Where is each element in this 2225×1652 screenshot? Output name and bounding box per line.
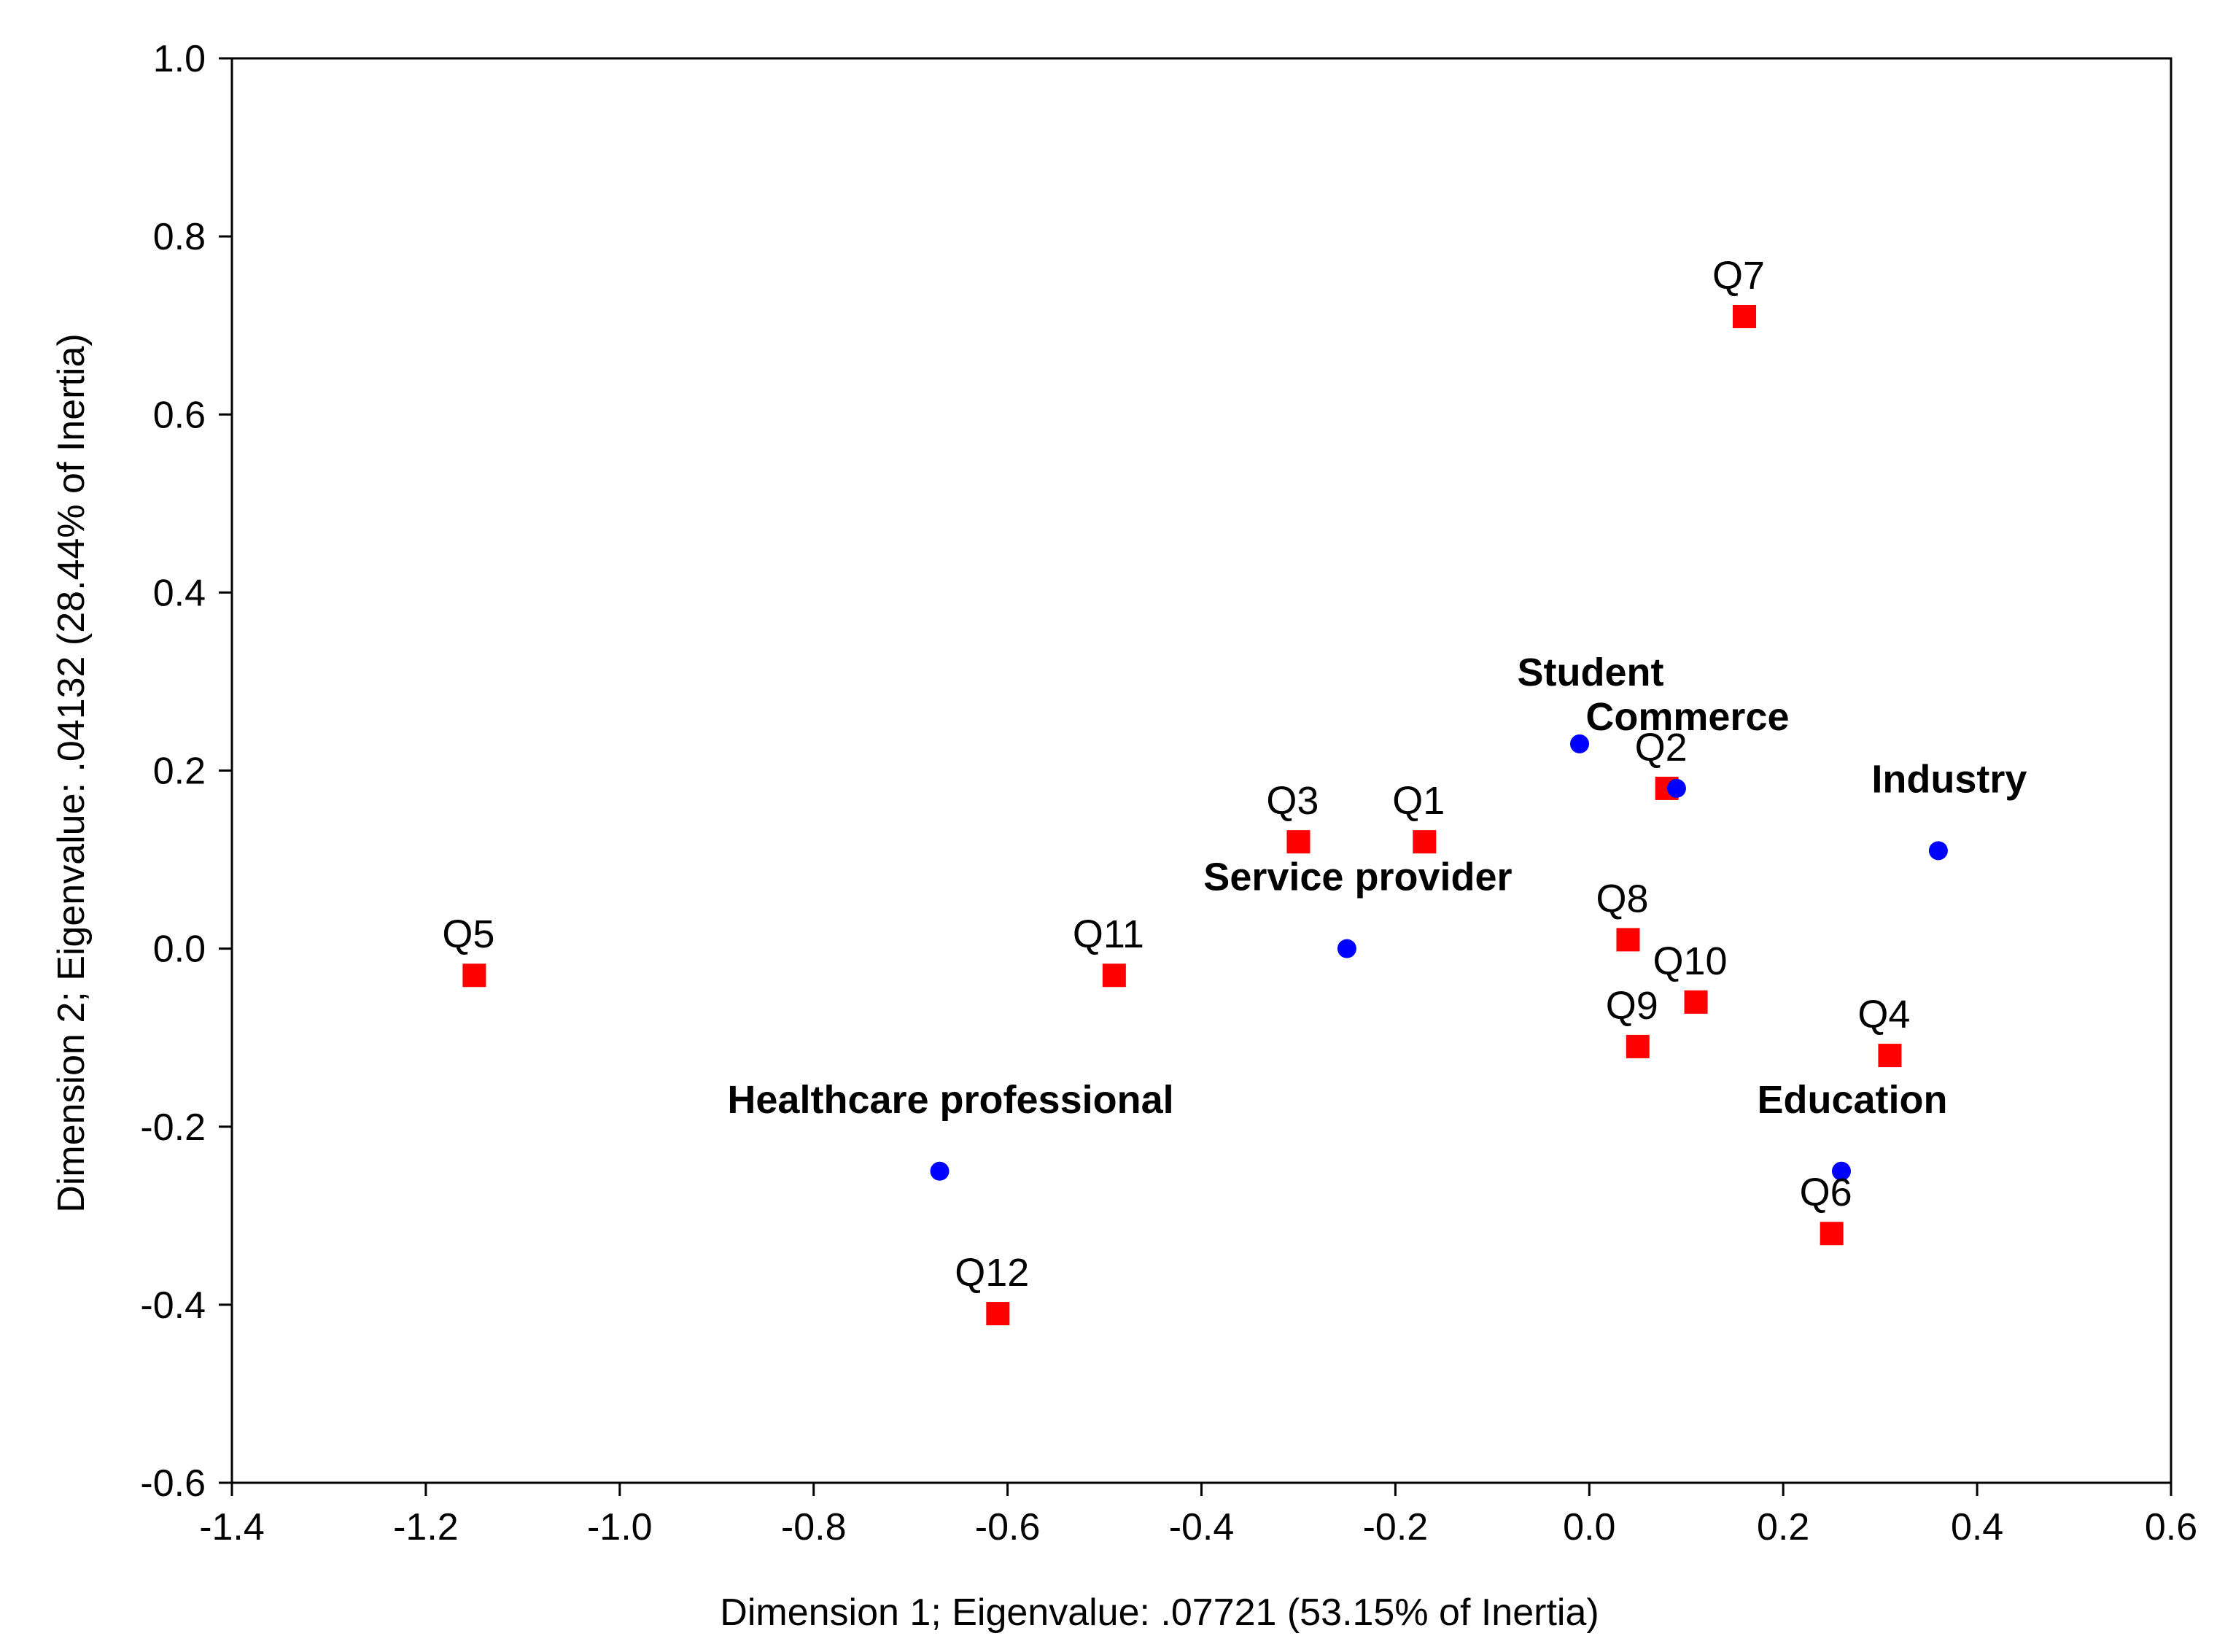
x-tick-label: 0.4 bbox=[1951, 1506, 2003, 1548]
x-tick-label: 0.2 bbox=[1757, 1506, 1809, 1548]
question-label: Q8 bbox=[1596, 877, 1648, 920]
group-point bbox=[1666, 778, 1686, 798]
y-tick-label: -0.4 bbox=[140, 1284, 206, 1327]
group-point bbox=[1337, 939, 1356, 958]
question-point bbox=[1616, 928, 1640, 952]
x-axis-label: Dimension 1; Eigenvalue: .07721 (53.15% … bbox=[720, 1591, 1599, 1634]
question-label: Q9 bbox=[1606, 984, 1658, 1028]
question-point bbox=[1286, 830, 1310, 854]
question-point bbox=[986, 1302, 1010, 1326]
x-tick-label: -0.2 bbox=[1363, 1506, 1429, 1548]
question-label: Q10 bbox=[1653, 939, 1728, 983]
x-tick-label: -0.4 bbox=[1169, 1506, 1235, 1548]
x-tick-label: -1.2 bbox=[393, 1506, 459, 1548]
y-tick-label: 0.6 bbox=[153, 394, 206, 436]
y-tick-label: 0.4 bbox=[153, 572, 206, 614]
question-point bbox=[1733, 304, 1757, 328]
question-label: Q3 bbox=[1266, 779, 1319, 823]
y-tick-label: -0.6 bbox=[140, 1462, 206, 1505]
group-label: Healthcare professional bbox=[727, 1078, 1173, 1122]
group-point bbox=[1928, 841, 1948, 861]
y-tick-label: 0.8 bbox=[153, 216, 206, 258]
x-tick-label: -0.8 bbox=[781, 1506, 847, 1548]
group-label: Student bbox=[1518, 651, 1664, 694]
question-label: Q4 bbox=[1857, 993, 1910, 1036]
y-tick-label: 1.0 bbox=[153, 38, 206, 80]
x-axis: -1.4 -1.2 -1.0 -0.8 -0.6 -0.4 -0.2 0.0 0.2 0.4 0.6 bbox=[199, 1483, 2197, 1548]
x-tick-label: 0.6 bbox=[2145, 1506, 2197, 1548]
y-axis: -0.6 -0.4 -0.2 0.0 0.2 0.4 0.6 0.8 1.0 bbox=[140, 38, 232, 1505]
y-tick-label: -0.2 bbox=[140, 1106, 206, 1149]
question-point bbox=[1413, 830, 1437, 854]
y-tick-label: 0.0 bbox=[153, 928, 206, 971]
x-tick-label: 0.0 bbox=[1563, 1506, 1615, 1548]
x-tick-label: -1.4 bbox=[199, 1506, 265, 1548]
question-point bbox=[1626, 1034, 1650, 1058]
question-label: Q12 bbox=[955, 1251, 1029, 1295]
x-tick-label: -1.0 bbox=[587, 1506, 653, 1548]
y-tick-label: 0.2 bbox=[153, 751, 206, 793]
question-label: Q7 bbox=[1712, 254, 1765, 298]
group-label: Industry bbox=[1871, 757, 2027, 801]
question-point bbox=[1102, 963, 1126, 988]
question-label: Q2 bbox=[1635, 726, 1688, 769]
question-label: Q11 bbox=[1073, 912, 1144, 956]
question-point bbox=[462, 963, 486, 988]
question-label: Q1 bbox=[1392, 779, 1445, 823]
group-point bbox=[1570, 734, 1590, 753]
question-point bbox=[1878, 1044, 1902, 1068]
y-axis-label: Dimension 2; Eigenvalue: .04132 (28.44% … bbox=[50, 333, 93, 1212]
group-label: Service provider bbox=[1203, 856, 1512, 899]
x-tick-label: -0.6 bbox=[975, 1506, 1041, 1548]
question-label: Q5 bbox=[442, 912, 494, 956]
group-point bbox=[1831, 1161, 1851, 1181]
question-point bbox=[1820, 1222, 1844, 1246]
question-label: Q6 bbox=[1800, 1171, 1852, 1214]
question-point bbox=[1684, 990, 1708, 1014]
data-points bbox=[462, 304, 1948, 1326]
group-point bbox=[930, 1161, 950, 1181]
group-label: Commerce bbox=[1585, 695, 1789, 739]
group-label: Education bbox=[1757, 1078, 1947, 1122]
